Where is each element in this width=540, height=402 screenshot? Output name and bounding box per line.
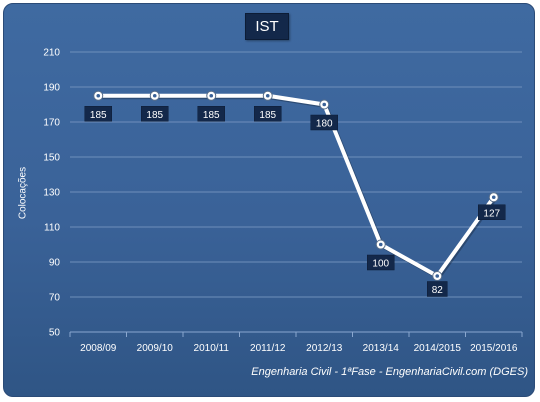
data-label: 185 <box>259 110 276 121</box>
data-point-center <box>209 93 214 98</box>
y-tick-label: 170 <box>43 118 60 129</box>
footer-credit: Engenharia Civil - 1ªFase - EngenhariaCi… <box>251 366 528 378</box>
x-tick-label: 2014/2015 <box>414 343 462 354</box>
data-label-box <box>310 114 338 131</box>
data-label-box <box>254 106 282 122</box>
data-point-center <box>378 242 383 247</box>
data-label: 185 <box>146 110 163 121</box>
data-label-box <box>197 106 225 122</box>
y-tick-label: 210 <box>43 48 60 59</box>
x-tick-label: 2010/11 <box>194 343 230 354</box>
data-label-box <box>427 281 448 297</box>
x-tick-label: 2009/10 <box>137 343 174 354</box>
data-point-center <box>491 195 496 200</box>
x-tick-label: 2013/14 <box>363 343 400 354</box>
chart-title: IST <box>245 13 289 40</box>
data-label: 185 <box>203 110 220 121</box>
y-tick-label: 70 <box>49 293 61 304</box>
data-label: 82 <box>432 285 444 296</box>
series-line <box>98 93 496 278</box>
data-label-box <box>478 204 506 220</box>
data-point-center <box>265 93 270 98</box>
data-label-box <box>84 106 112 122</box>
data-label: 185 <box>90 110 107 121</box>
y-tick-label: 90 <box>49 258 61 269</box>
y-tick-label: 130 <box>43 188 60 199</box>
x-tick-label: 2008/09 <box>80 343 117 354</box>
x-tick-label: 2015/2016 <box>470 343 518 354</box>
data-point-center <box>435 274 440 278</box>
y-tick-label: 150 <box>43 153 60 164</box>
data-label-box <box>141 106 169 122</box>
data-point-center <box>96 93 101 98</box>
x-tick-label: 2011/12 <box>250 343 286 354</box>
data-point-center <box>152 93 157 98</box>
chart-panel <box>3 3 535 397</box>
y-tick-label: 190 <box>43 83 60 94</box>
data-label-box <box>367 254 395 271</box>
y-tick-label: 50 <box>49 328 61 339</box>
y-tick-label: 110 <box>44 223 60 234</box>
y-axis-label: Colocações <box>17 166 29 220</box>
x-tick-label: 2012/13 <box>306 343 343 354</box>
data-point-center <box>322 102 327 107</box>
data-label: 100 <box>372 259 389 270</box>
data-label: 180 <box>316 119 333 130</box>
series-line-shadow <box>99 95 497 280</box>
data-label: 127 <box>483 208 500 219</box>
